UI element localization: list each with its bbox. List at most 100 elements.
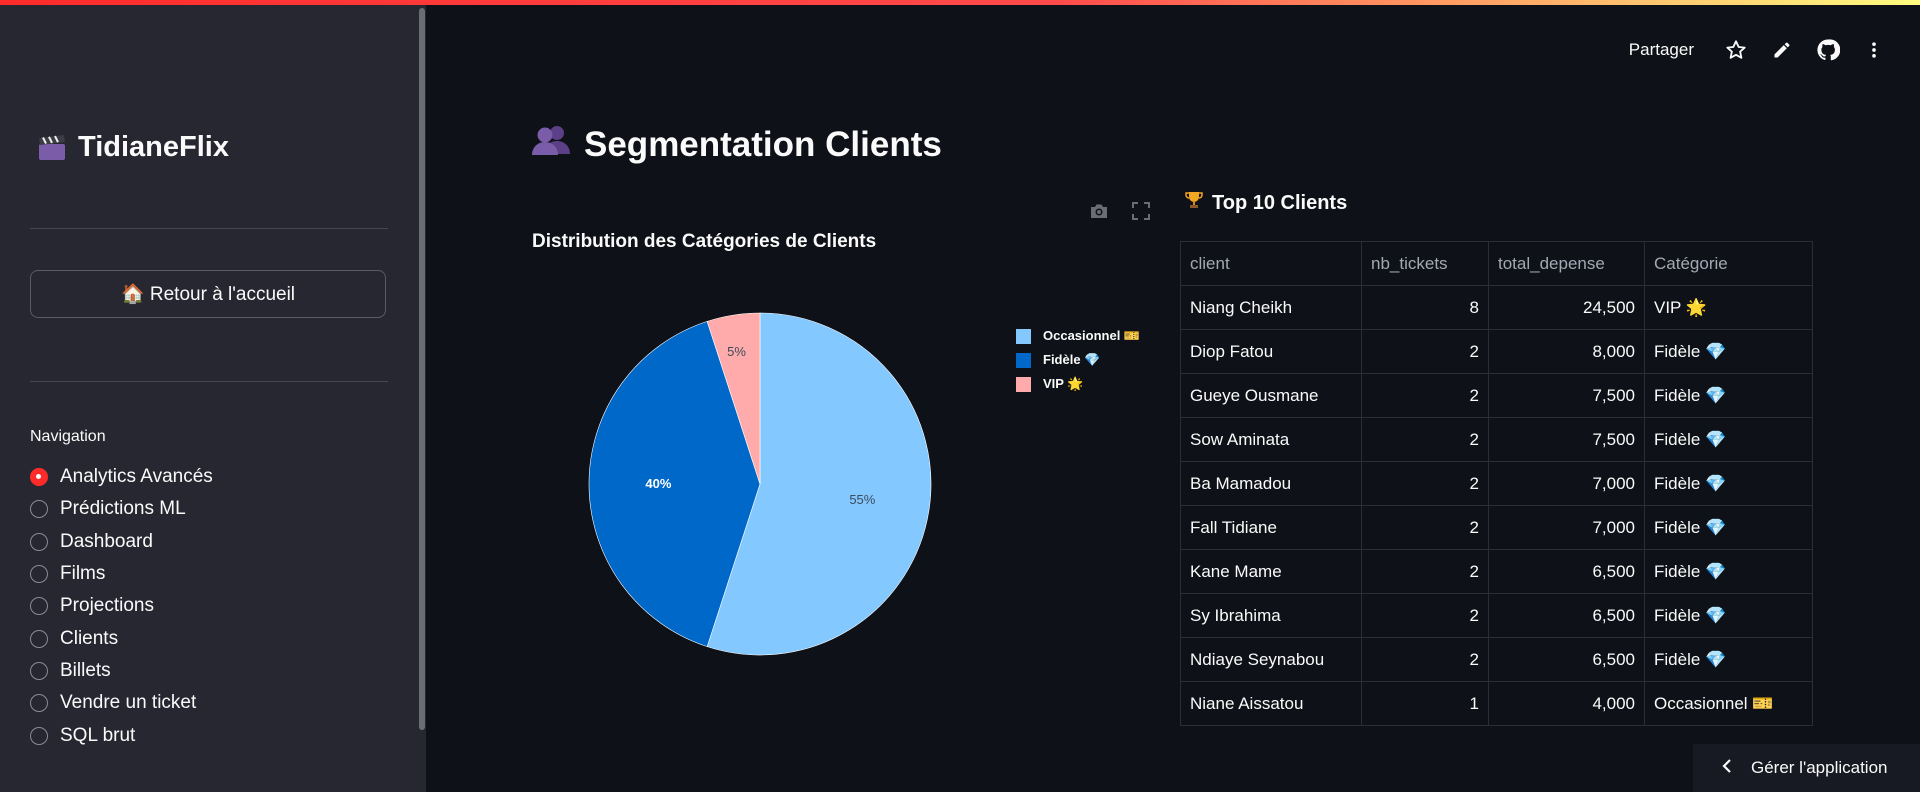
cell-nb-tickets[interactable]: 2	[1361, 637, 1489, 682]
cell-total-depense[interactable]: 7,000	[1488, 461, 1645, 506]
cell-client[interactable]: Sy Ibrahima	[1180, 593, 1362, 638]
radio-unchecked-icon[interactable]	[30, 661, 48, 680]
cell-categorie[interactable]: Fidèle 💎	[1644, 549, 1813, 594]
cell-categorie[interactable]: Fidèle 💎	[1644, 417, 1813, 462]
radio-unchecked-icon[interactable]	[30, 532, 48, 551]
busts-in-silhouette-icon	[532, 124, 570, 165]
top-decoration-bar	[0, 0, 1920, 5]
cell-nb-tickets[interactable]: 2	[1361, 593, 1489, 638]
cell-categorie[interactable]: Fidèle 💎	[1644, 637, 1813, 682]
legend-swatch	[1016, 352, 1031, 368]
chart-title: Distribution des Catégories de Clients	[532, 231, 877, 252]
pie-slice-fidele[interactable]	[588, 320, 761, 648]
radio-unchecked-icon[interactable]	[30, 500, 48, 519]
cell-total-depense[interactable]: 8,000	[1488, 329, 1645, 374]
cell-categorie[interactable]: Fidèle 💎	[1644, 329, 1813, 374]
edit-icon[interactable]	[1768, 36, 1796, 64]
cell-client[interactable]: Ba Mamadou	[1180, 461, 1362, 506]
sidebar: TidianeFlix 🏠 Retour à l'accueil Navigat…	[0, 0, 426, 792]
table-row: Kane Mame 2 6,500 Fidèle 💎	[1180, 549, 1813, 594]
cell-client[interactable]: Niang Cheikh	[1180, 285, 1362, 330]
app-name: TidianeFlix	[78, 131, 229, 163]
cell-client[interactable]: Fall Tidiane	[1180, 505, 1362, 550]
clapper-board-icon	[38, 134, 66, 161]
nav-item-label: Dashboard	[60, 530, 153, 552]
cell-nb-tickets[interactable]: 2	[1361, 505, 1489, 550]
cell-nb-tickets[interactable]: 2	[1361, 461, 1489, 506]
cell-client[interactable]: Ndiaye Seynabou	[1180, 637, 1362, 682]
nav-item-sql-brut[interactable]: SQL brut	[30, 719, 213, 751]
cell-client[interactable]: Sow Aminata	[1180, 417, 1362, 462]
nav-item-label: Projections	[60, 595, 154, 617]
pie-label-vip: 5%	[727, 344, 746, 360]
top-clients-table[interactable]: client nb_tickets total_depense Catégori…	[1180, 241, 1813, 726]
fullscreen-icon[interactable]	[1130, 200, 1152, 222]
column-header-categorie[interactable]: Catégorie	[1644, 241, 1813, 286]
cell-total-depense[interactable]: 7,500	[1488, 417, 1645, 462]
cell-categorie[interactable]: VIP 🌟	[1644, 285, 1813, 330]
cell-client[interactable]: Diop Fatou	[1180, 329, 1362, 374]
cell-total-depense[interactable]: 6,500	[1488, 637, 1645, 682]
pie-slice-vip[interactable]	[706, 312, 761, 485]
share-button[interactable]: Partager	[1628, 40, 1694, 59]
chart-toolbar	[1088, 200, 1152, 222]
cell-client[interactable]: Gueye Ousmane	[1180, 373, 1362, 418]
legend-item-vip[interactable]: VIP 🌟	[1016, 372, 1140, 396]
radio-unchecked-icon[interactable]	[30, 726, 48, 745]
cell-nb-tickets[interactable]: 8	[1361, 285, 1489, 330]
cell-categorie[interactable]: Fidèle 💎	[1644, 461, 1813, 506]
nav-item-analytics-avances[interactable]: Analytics Avancés	[30, 461, 213, 493]
manage-app-button[interactable]: Gérer l'application	[1693, 744, 1920, 792]
radio-unchecked-icon[interactable]	[30, 694, 48, 713]
radio-unchecked-icon[interactable]	[30, 565, 48, 584]
nav-item-label: Films	[60, 563, 106, 585]
radio-unchecked-icon[interactable]	[30, 597, 48, 616]
nav-item-projections[interactable]: Projections	[30, 590, 213, 622]
sidebar-divider	[30, 381, 388, 382]
legend-item-occasionnel[interactable]: Occasionnel 🎫	[1016, 324, 1140, 348]
pie-chart[interactable]	[580, 300, 940, 660]
cell-categorie[interactable]: Fidèle 💎	[1644, 593, 1813, 638]
radio-checked-icon[interactable]	[30, 468, 48, 487]
cell-total-depense[interactable]: 4,000	[1488, 681, 1645, 726]
home-button[interactable]: 🏠 Retour à l'accueil	[30, 270, 386, 318]
nav-item-predictions-ml[interactable]: Prédictions ML	[30, 493, 213, 525]
trophy-icon	[1184, 190, 1204, 216]
nav-item-films[interactable]: Films	[30, 558, 213, 590]
github-icon[interactable]	[1814, 36, 1842, 64]
cell-nb-tickets[interactable]: 2	[1361, 329, 1489, 374]
cell-client[interactable]: Kane Mame	[1180, 549, 1362, 594]
top-clients-title: Top 10 Clients	[1184, 190, 1347, 216]
table-row: Ba Mamadou 2 7,000 Fidèle 💎	[1180, 461, 1813, 506]
cell-categorie[interactable]: Fidèle 💎	[1644, 505, 1813, 550]
cell-nb-tickets[interactable]: 1	[1361, 681, 1489, 726]
more-vert-icon[interactable]	[1860, 36, 1888, 64]
cell-total-depense[interactable]: 6,500	[1488, 549, 1645, 594]
nav-item-dashboard[interactable]: Dashboard	[30, 526, 213, 558]
sidebar-scrollbar[interactable]	[419, 8, 425, 730]
column-header-nb-tickets[interactable]: nb_tickets	[1361, 241, 1489, 286]
column-header-total-depense[interactable]: total_depense	[1488, 241, 1645, 286]
cell-total-depense[interactable]: 7,500	[1488, 373, 1645, 418]
radio-unchecked-icon[interactable]	[30, 629, 48, 648]
cell-client[interactable]: Niane Aissatou	[1180, 681, 1362, 726]
cell-total-depense[interactable]: 7,000	[1488, 505, 1645, 550]
pie-slice-occasionnel[interactable]	[706, 312, 932, 656]
cell-categorie[interactable]: Fidèle 💎	[1644, 373, 1813, 418]
cell-nb-tickets[interactable]: 2	[1361, 373, 1489, 418]
nav-item-vendre-un-ticket[interactable]: Vendre un ticket	[30, 687, 213, 719]
cell-categorie[interactable]: Occasionnel 🎫	[1644, 681, 1813, 726]
cell-total-depense[interactable]: 6,500	[1488, 593, 1645, 638]
cell-total-depense[interactable]: 24,500	[1488, 285, 1645, 330]
star-icon[interactable]	[1722, 36, 1750, 64]
column-header-client[interactable]: client	[1180, 241, 1362, 286]
nav-item-clients[interactable]: Clients	[30, 622, 213, 654]
nav-item-billets[interactable]: Billets	[30, 655, 213, 687]
cell-nb-tickets[interactable]: 2	[1361, 417, 1489, 462]
cell-nb-tickets[interactable]: 2	[1361, 549, 1489, 594]
nav-item-label: Clients	[60, 627, 119, 649]
app-brand: TidianeFlix	[38, 131, 229, 164]
navigation-radio-group: Analytics Avancés Prédictions ML Dashboa…	[30, 461, 213, 752]
legend-item-fidele[interactable]: Fidèle 💎	[1016, 348, 1140, 372]
camera-icon[interactable]	[1088, 200, 1110, 222]
